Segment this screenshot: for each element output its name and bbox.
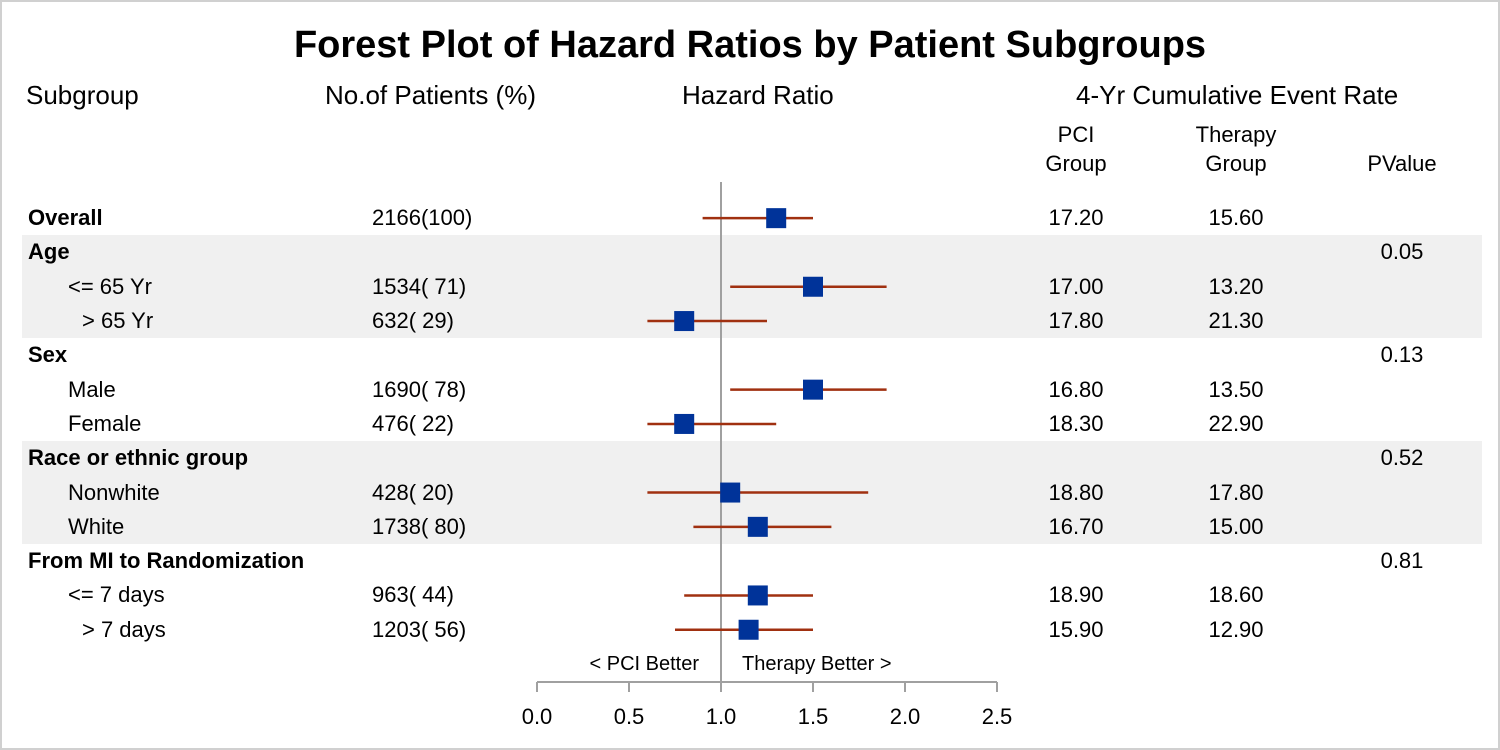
subgroup-label: <= 7 days — [68, 582, 165, 608]
hr-marker — [747, 585, 768, 606]
patients-value: 963( 44) — [372, 582, 454, 608]
subgroup-label: Race or ethnic group — [28, 445, 249, 471]
x-tick-label: 0.5 — [614, 704, 645, 729]
hr-marker — [738, 619, 759, 640]
therapy-rate-value: 21.30 — [1208, 308, 1264, 334]
pci-group-header: PCI Group — [1026, 120, 1126, 178]
pci-header-line2: Group — [1045, 151, 1107, 176]
pci-rate-value: 18.90 — [1048, 582, 1104, 608]
hr-marker — [674, 311, 695, 332]
pci-rate-value: 18.30 — [1048, 410, 1104, 436]
patients-value: 428( 20) — [372, 479, 454, 505]
subgroup-label: White — [68, 513, 125, 539]
hr-marker — [720, 482, 741, 503]
hazard-ratio-header: Hazard Ratio — [682, 80, 834, 110]
pci-rate-value: 18.80 — [1048, 479, 1104, 505]
x-tick-label: 0.0 — [522, 704, 553, 729]
therapy-rate-value: 13.50 — [1208, 376, 1264, 402]
therapy-rate-value: 22.90 — [1208, 410, 1264, 436]
pci-rate-value: 16.80 — [1048, 376, 1104, 402]
pvalue-value: 0.13 — [1380, 342, 1424, 368]
left-annotation: < PCI Better — [590, 653, 700, 675]
hr-marker — [747, 516, 768, 537]
pvalue-header: PValue — [1367, 151, 1437, 176]
subgroup-label: > 65 Yr — [82, 308, 154, 334]
subgroup-label: Age — [28, 239, 70, 265]
right-annotation: Therapy Better > — [742, 653, 892, 675]
x-tick-label: 1.0 — [706, 704, 737, 729]
subgroup-label: Female — [68, 410, 142, 436]
patients-value: 476( 22) — [372, 410, 454, 436]
pci-rate-value: 16.70 — [1048, 513, 1104, 539]
therapy-rate-value: 17.80 — [1208, 479, 1264, 505]
subgroup-label: Overall — [28, 205, 103, 231]
subgroup-label: > 7 days — [82, 616, 166, 642]
event-rate-header: 4-Yr Cumulative Event Rate — [1076, 80, 1399, 110]
patients-value: 1738( 80) — [372, 513, 467, 539]
subgroup-header: Subgroup — [26, 80, 139, 110]
pci-rate-value: 17.20 — [1048, 205, 1104, 231]
patients-value: 2166(100) — [372, 205, 473, 231]
subgroup-label: From MI to Randomization — [28, 548, 305, 574]
subgroup-label: Nonwhite — [68, 479, 160, 505]
hr-marker — [766, 208, 787, 229]
pci-rate-value: 15.90 — [1048, 616, 1104, 642]
subgroup-label: Sex — [28, 342, 68, 368]
pvalue-value: 0.52 — [1380, 445, 1424, 471]
pci-rate-value: 17.80 — [1048, 308, 1104, 334]
therapy-rate-value: 15.60 — [1208, 205, 1264, 231]
subgroup-label: Male — [68, 376, 116, 402]
pvalue-value: 0.05 — [1380, 239, 1424, 265]
x-tick-label: 2.0 — [890, 704, 921, 729]
therapy-header-line1: Therapy — [1195, 122, 1277, 147]
hr-marker — [803, 276, 823, 297]
subgroup-label: <= 65 Yr — [68, 273, 152, 299]
pci-header-line1: PCI — [1057, 122, 1095, 147]
patients-value: 1203( 56) — [372, 616, 467, 642]
x-tick-label: 1.5 — [798, 704, 829, 729]
pvalue-value: 0.81 — [1380, 548, 1424, 574]
therapy-group-header: Therapy Group — [1172, 120, 1300, 178]
patients-header: No.of Patients (%) — [325, 80, 536, 110]
chart-title: Forest Plot of Hazard Ratios by Patient … — [293, 24, 1207, 66]
pci-rate-value: 17.00 — [1048, 273, 1104, 299]
patients-value: 1690( 78) — [372, 376, 467, 402]
hr-marker — [674, 413, 695, 434]
patients-value: 632( 29) — [372, 308, 454, 334]
therapy-rate-value: 15.00 — [1208, 513, 1264, 539]
therapy-rate-value: 13.20 — [1208, 273, 1264, 299]
patients-value: 1534( 71) — [372, 273, 467, 299]
therapy-header-line2: Group — [1205, 151, 1267, 176]
therapy-rate-value: 12.90 — [1208, 616, 1264, 642]
hr-marker — [803, 379, 823, 400]
x-tick-label: 2.5 — [982, 704, 1013, 729]
therapy-rate-value: 18.60 — [1208, 582, 1264, 608]
